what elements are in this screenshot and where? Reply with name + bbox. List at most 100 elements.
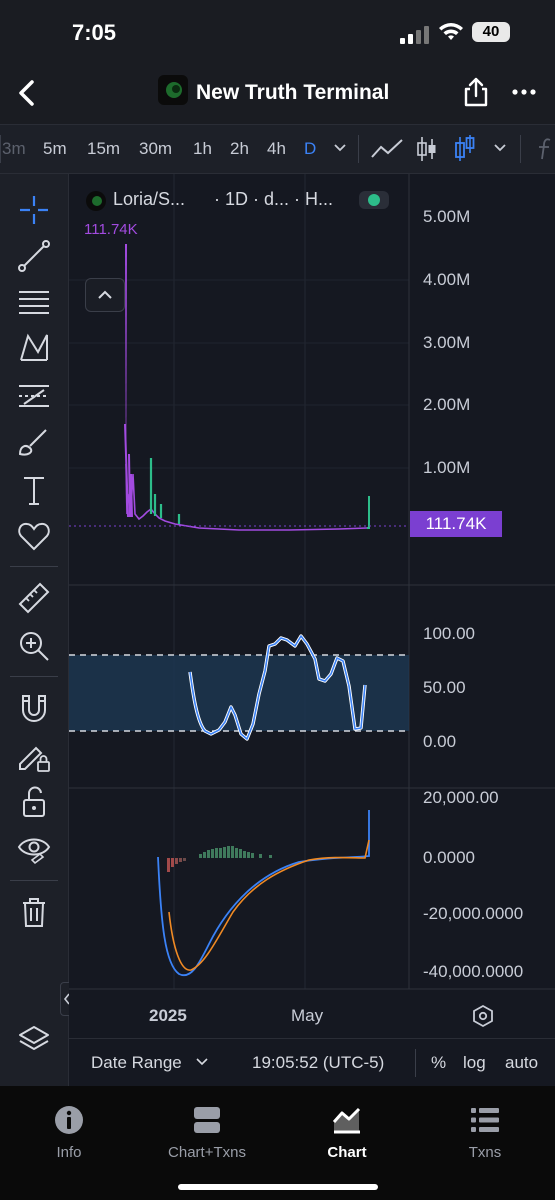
auto-toggle[interactable]: auto (505, 1053, 539, 1072)
price-tick: 3.00M (423, 333, 471, 352)
macd-tick: -40,000.0000 (423, 962, 524, 981)
share-icon[interactable] (462, 76, 490, 108)
chevron-up-icon (98, 290, 112, 299)
price-tick: 2.00M (423, 395, 471, 414)
legend-value: 111.74K (84, 221, 138, 238)
macd-tick: 0.0000 (423, 848, 475, 867)
crosshair-icon[interactable] (16, 192, 52, 228)
timeframe-4h[interactable]: 4h (267, 139, 286, 158)
macd-tick: -20,000.0000 (423, 904, 524, 923)
cellular-signal-icon (400, 26, 429, 44)
app-header: New Truth Terminal (0, 62, 555, 124)
x-tick: May (291, 1006, 324, 1025)
macd-tick: 20,000.00 (423, 788, 499, 807)
visibility-toggle[interactable] (359, 191, 389, 209)
drawing-toolbar (0, 174, 69, 1086)
timeframe-chevron-down-icon[interactable] (333, 143, 347, 153)
last-price-badge: 111.74K (410, 511, 502, 537)
log-toggle[interactable]: log (463, 1053, 486, 1072)
collapse-legend-button[interactable] (85, 278, 125, 312)
tab-label: Chart (327, 1144, 367, 1161)
tab-chart[interactable]: Chart (287, 1104, 407, 1161)
tab-txns[interactable]: Txns (425, 1104, 545, 1161)
tab-label: Txns (468, 1144, 502, 1161)
line-chart-type-icon[interactable] (370, 137, 404, 161)
settings-hexagon-icon[interactable] (471, 1004, 495, 1028)
price-line (125, 463, 368, 531)
lock-drawings-icon[interactable] (16, 738, 52, 774)
macd-line (157, 810, 370, 977)
rsi-tick: 50.00 (423, 678, 466, 697)
price-tick: 5.00M (423, 207, 471, 226)
date-range-chevron-down-icon[interactable] (196, 1058, 208, 1066)
chart-bottom-bar: Date Range 19:05:52 (UTC-5) % log auto (69, 1038, 555, 1087)
heart-icon[interactable] (16, 518, 52, 554)
tab-bar: Info Chart+Txns Chart Txns (0, 1086, 555, 1200)
more-icon[interactable] (512, 88, 536, 96)
home-indicator[interactable] (178, 1184, 378, 1190)
chart-canvas[interactable] (69, 174, 555, 1038)
rsi-line (189, 635, 366, 740)
timeframe-15m[interactable]: 15m (87, 139, 121, 158)
current-time: 19:05:52 (UTC-5) (252, 1053, 385, 1072)
timeframe-1h[interactable]: 1h (193, 139, 212, 158)
tab-label: Chart+Txns (168, 1144, 246, 1161)
price-candles (149, 458, 181, 524)
macd-histogram (167, 846, 272, 872)
timeframe-toolbar: 3m 5m 15m 30m 1h 2h 4h D (0, 124, 555, 174)
status-bar: 7:05 40 (0, 0, 555, 62)
tab-chart-txns[interactable]: Chart+Txns (147, 1104, 267, 1161)
timeframe-d[interactable]: D (304, 139, 317, 158)
trash-icon[interactable] (16, 894, 52, 930)
wifi-icon (439, 23, 463, 40)
percent-toggle[interactable]: % (431, 1053, 447, 1072)
back-chevron-icon[interactable] (14, 78, 40, 108)
symbol-logo-icon (86, 191, 106, 211)
eye-icon[interactable] (16, 830, 52, 866)
price-tick: 4.00M (423, 270, 471, 289)
timeframe-30m[interactable]: 30m (139, 139, 173, 158)
rsi-tick: 100.00 (423, 624, 475, 643)
status-time: 7:05 (72, 20, 117, 45)
brush-icon[interactable] (16, 424, 52, 460)
price-tick: 1.00M (423, 458, 471, 477)
timeframe-5m[interactable]: 5m (43, 139, 67, 158)
macd-signal-line (168, 839, 370, 971)
token-logo (158, 75, 188, 105)
chart-area[interactable]: Loria/S... · 1D · d... · H... 111.74K 5.… (69, 174, 555, 1038)
fib-levels-icon[interactable] (16, 284, 52, 320)
chevron-left-icon (63, 993, 70, 1005)
text-tool-icon[interactable] (16, 472, 52, 508)
volume-spike (125, 244, 127, 514)
candlestick-chart-type-icon[interactable] (416, 135, 438, 163)
page-title: New Truth Terminal (196, 81, 390, 104)
zoom-in-icon[interactable] (16, 628, 52, 664)
status-dot-icon (368, 194, 380, 206)
trend-line-icon[interactable] (16, 238, 52, 274)
legend-symbol[interactable]: Loria/S... (113, 189, 186, 209)
magnet-icon[interactable] (16, 690, 52, 726)
info-icon (55, 1106, 83, 1134)
list-icon (471, 1108, 499, 1132)
date-range-button[interactable]: Date Range (91, 1053, 182, 1072)
battery-indicator: 40 (472, 22, 510, 42)
indicators-fx-icon[interactable] (536, 137, 552, 161)
rsi-tick: 0.00 (423, 732, 457, 751)
legend-details: · 1D · d... · H... (214, 189, 334, 209)
x-tick: 2025 (149, 1006, 187, 1025)
rsi-band (69, 655, 409, 731)
chart-type-chevron-down-icon[interactable] (493, 143, 507, 153)
tab-info[interactable]: Info (9, 1104, 129, 1161)
timeframe-2h[interactable]: 2h (230, 139, 249, 158)
pattern-icon[interactable] (16, 330, 52, 366)
projection-icon[interactable] (16, 378, 52, 414)
unlock-icon[interactable] (16, 784, 52, 820)
tab-label: Info (56, 1144, 82, 1161)
bar-chart-type-icon[interactable] (454, 133, 476, 163)
split-view-icon (194, 1107, 220, 1133)
timeframe-3m[interactable]: 3m (2, 139, 26, 158)
last-candle (367, 496, 370, 529)
area-chart-icon (332, 1107, 361, 1134)
ruler-icon[interactable] (16, 580, 52, 616)
layers-icon[interactable] (16, 1022, 52, 1058)
